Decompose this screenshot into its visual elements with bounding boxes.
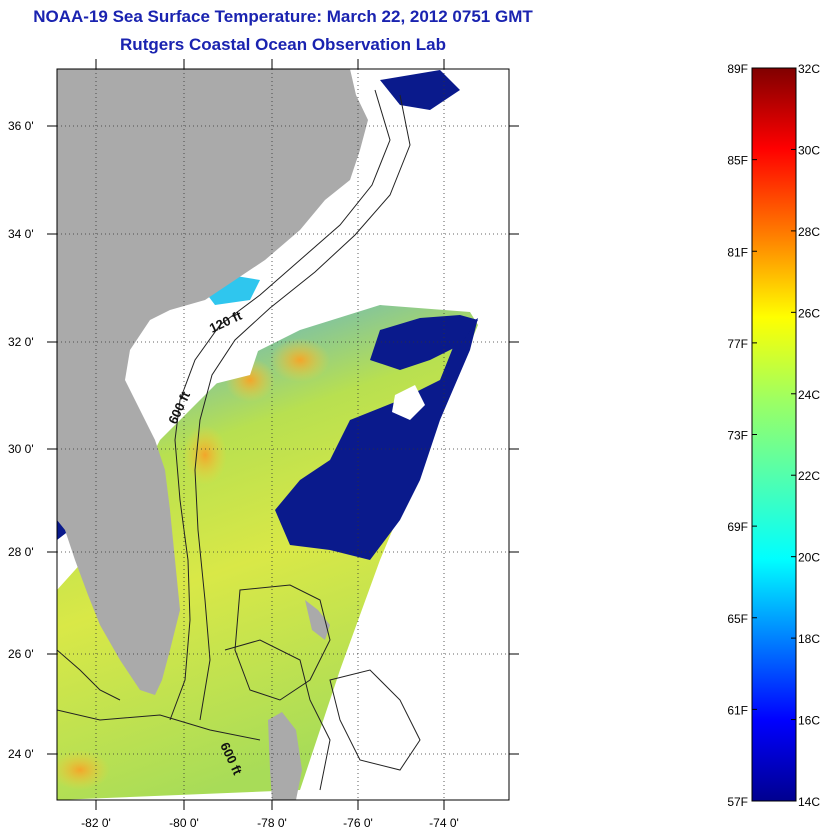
colorbar-celsius-label: 24C: [798, 388, 820, 402]
land-mass: [305, 600, 330, 640]
map-title: NOAA-19 Sea Surface Temperature: March 2…: [33, 7, 533, 26]
map-gridlines: [57, 69, 509, 800]
colorbar-gradient: [751, 67, 797, 802]
colorbar-fahrenheit-label: 57F: [727, 795, 748, 809]
colorbar: 89F 85F 81F 77F 73F 69F 65F 61F 57F 32C 30C 28C 26C…: [727, 62, 820, 809]
colorbar-celsius-label: 30C: [798, 143, 820, 157]
map-frame: [56, 68, 510, 801]
bathymetry-contour: [329, 669, 421, 771]
lon-tick-label: -74 0': [429, 816, 459, 830]
colorbar-celsius-label: 18C: [798, 632, 820, 646]
colorbar-fahrenheit-label: 61F: [727, 703, 748, 717]
bathymetry-contour: [194, 94, 411, 721]
lon-tick-label: -80 0': [169, 816, 199, 830]
lat-tick-label: 28 0': [8, 545, 34, 559]
colorbar-celsius-label: 16C: [798, 714, 820, 728]
land-mass: [57, 69, 368, 695]
lat-tick-label: 26 0': [8, 647, 34, 661]
cold-area: [275, 318, 478, 560]
land-mass: [268, 712, 302, 800]
lat-tick-label: 36 0': [8, 119, 34, 133]
bathymetry-contour: [57, 709, 261, 741]
cloud-area: [392, 385, 425, 420]
colorbar-fahrenheit-label: 77F: [727, 337, 748, 351]
colorbar-fahrenheit-label: 89F: [727, 62, 748, 76]
map-subtitle: Rutgers Coastal Ocean Observation Lab: [120, 35, 446, 54]
cloud-area: [150, 330, 260, 395]
warm-area: [270, 338, 330, 382]
map-ticks: [47, 59, 519, 810]
colorbar-fahrenheit-label: 65F: [727, 612, 748, 626]
lat-tick-label: 34 0': [8, 227, 34, 241]
bathymetry-contour: [169, 89, 391, 721]
colorbar-fahrenheit-label: 85F: [727, 154, 748, 168]
colorbar-celsius-label: 22C: [798, 469, 820, 483]
bathymetry-contour: [57, 649, 121, 701]
map-content: 120 ft 600 ft 600 ft: [57, 69, 509, 800]
lat-tick-label: 24 0': [8, 747, 34, 761]
warm-area: [57, 750, 110, 790]
cold-area: [370, 315, 478, 370]
lat-tick-label: 30 0': [8, 442, 34, 456]
bathymetry-contour: [224, 639, 331, 791]
colorbar-fahrenheit-label: 81F: [727, 245, 748, 259]
colorbar-celsius-label: 20C: [798, 551, 820, 565]
warm-area: [183, 425, 227, 485]
colorbar-celsius-label: 14C: [798, 795, 820, 809]
colorbar-fahrenheit-label: 69F: [727, 520, 748, 534]
lon-tick-label: -82 0': [81, 816, 111, 830]
lon-tick-label: -78 0': [257, 816, 287, 830]
colorbar-celsius-label: 32C: [798, 62, 820, 76]
lat-tick-label: 32 0': [8, 335, 34, 349]
colorbar-celsius-label: 28C: [798, 225, 820, 239]
colorbar-fahrenheit-label: 73F: [727, 429, 748, 443]
colorbar-celsius-label: 26C: [798, 306, 820, 320]
cold-area: [380, 70, 460, 110]
bathymetry-contour: [234, 584, 331, 701]
lon-tick-label: -76 0': [343, 816, 373, 830]
